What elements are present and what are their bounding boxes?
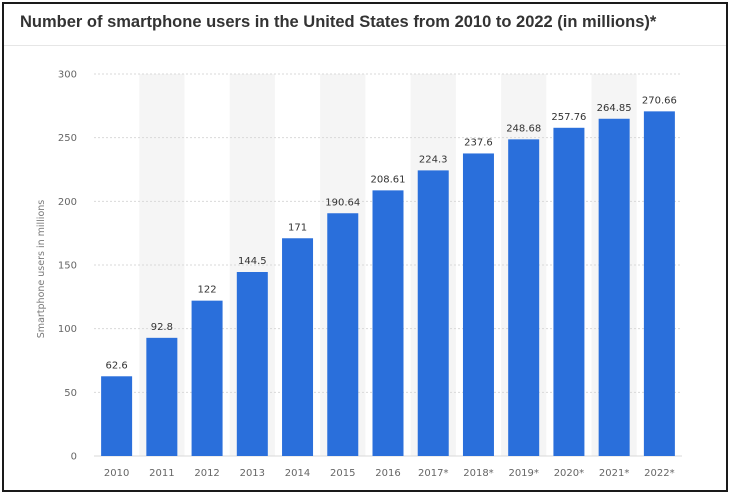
x-tick-label: 2017* bbox=[418, 468, 448, 479]
bars bbox=[101, 111, 675, 457]
title-divider bbox=[4, 45, 726, 46]
y-axis-ticks: 0 50 100 150 200 250 300 bbox=[58, 70, 77, 463]
x-tick-label: 2021* bbox=[599, 468, 629, 479]
x-tick-label: 2020* bbox=[554, 468, 584, 479]
bar bbox=[553, 127, 585, 457]
x-tick-label: 2011 bbox=[149, 468, 174, 479]
y-tick-label: 200 bbox=[58, 197, 77, 208]
bar bbox=[327, 213, 359, 456]
data-label: 224.3 bbox=[419, 154, 448, 165]
x-tick-label: 2016 bbox=[375, 468, 400, 479]
y-tick-label: 100 bbox=[58, 324, 77, 335]
data-label: 248.68 bbox=[506, 123, 541, 134]
data-label: 171 bbox=[288, 222, 307, 233]
x-tick-label: 2015 bbox=[330, 468, 355, 479]
data-label: 264.85 bbox=[597, 103, 632, 114]
x-tick-label: 2010 bbox=[104, 468, 129, 479]
bar bbox=[508, 139, 540, 456]
bar-chart: 0 50 100 150 200 250 300 62.6 92.8 122 144.5 171 19… bbox=[36, 70, 682, 479]
data-label: 270.66 bbox=[642, 95, 677, 106]
x-tick-label: 2019* bbox=[508, 468, 538, 479]
chart-title: Number of smartphone users in the United… bbox=[20, 13, 657, 31]
x-tick-label: 2018* bbox=[463, 468, 493, 479]
data-labels: 62.6 92.8 122 144.5 171 190.64 208.61 224.3 237.… bbox=[105, 95, 676, 371]
x-axis-ticks: 2010 2011 2012 2013 2014 2015 2016 2017* 2018* 20… bbox=[104, 468, 675, 479]
x-tick-label: 2013 bbox=[240, 468, 265, 479]
y-tick-label: 150 bbox=[58, 261, 77, 272]
bar bbox=[191, 300, 223, 456]
data-label: 208.61 bbox=[371, 174, 406, 185]
y-tick-label: 300 bbox=[58, 70, 77, 81]
bar bbox=[282, 238, 314, 456]
data-label: 257.76 bbox=[551, 112, 586, 123]
bar bbox=[417, 170, 449, 456]
data-label: 144.5 bbox=[238, 256, 267, 267]
data-label: 92.8 bbox=[151, 322, 173, 333]
bar bbox=[598, 118, 630, 457]
bar bbox=[101, 376, 133, 456]
y-tick-label: 0 bbox=[71, 452, 77, 463]
y-tick-label: 50 bbox=[64, 388, 77, 399]
y-tick-label: 250 bbox=[58, 133, 77, 144]
x-tick-label: 2012 bbox=[194, 468, 219, 479]
bar bbox=[643, 111, 675, 457]
data-label: 237.6 bbox=[464, 137, 493, 148]
x-tick-label: 2022* bbox=[644, 468, 674, 479]
data-label: 190.64 bbox=[325, 197, 360, 208]
bar bbox=[372, 190, 404, 456]
bar bbox=[236, 272, 268, 456]
x-tick-label: 2014 bbox=[285, 468, 310, 479]
bar bbox=[146, 337, 178, 456]
data-label: 62.6 bbox=[105, 360, 127, 371]
data-label: 122 bbox=[198, 285, 217, 296]
y-axis-label: Smartphone users in millions bbox=[36, 200, 47, 339]
bar bbox=[462, 153, 494, 456]
